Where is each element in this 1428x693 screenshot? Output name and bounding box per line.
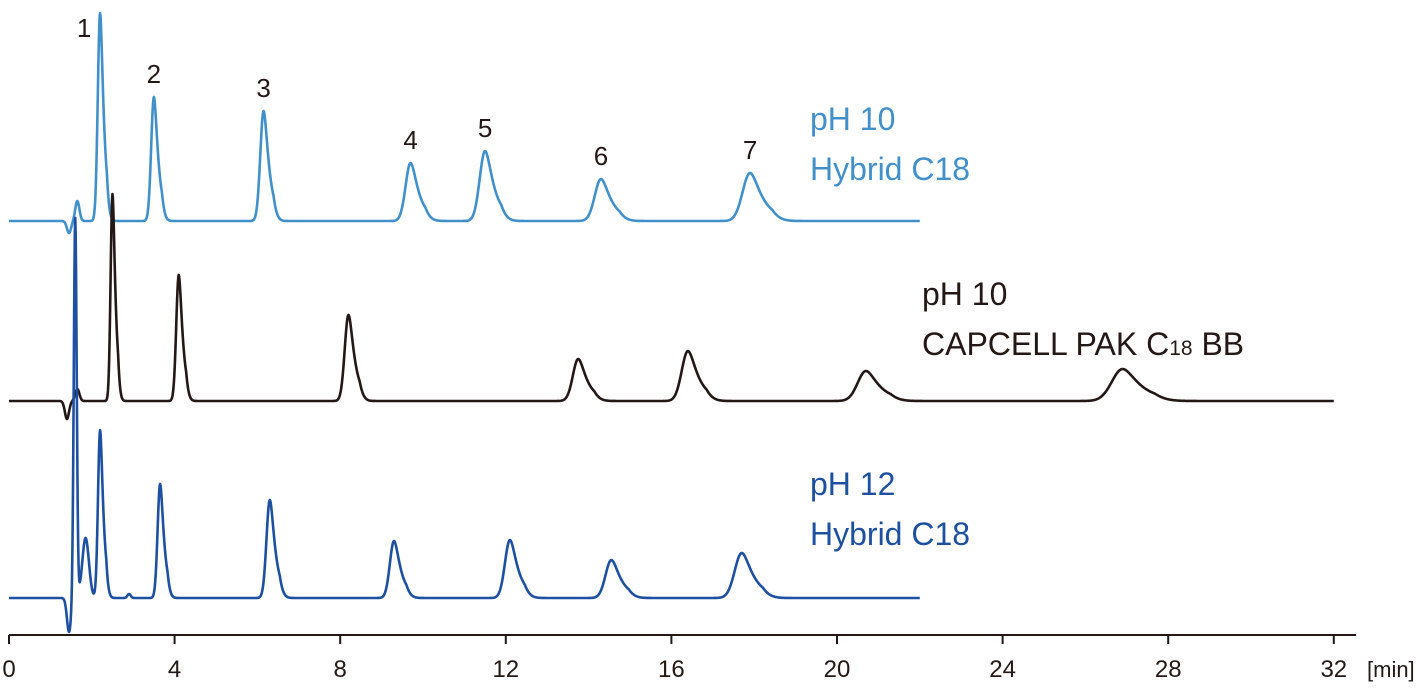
x-tick-label: 28 xyxy=(1155,656,1182,683)
peak-number-label: 2 xyxy=(147,59,161,89)
x-tick-label: 20 xyxy=(824,656,851,683)
traces-group xyxy=(8,11,1335,634)
peak-number-labels: 1 2 3 4 5 6 7 xyxy=(77,13,757,171)
x-axis-ticks: 0 4 8 12 16 20 24 28 32 xyxy=(2,635,1347,683)
capcell-label-end: BB xyxy=(1193,326,1245,362)
x-tick-label: 16 xyxy=(658,656,685,683)
x-tick-label: 32 xyxy=(1320,656,1347,683)
x-axis-unit: [min] xyxy=(1367,657,1415,682)
series-label-ph12-hybrid-line2: Hybrid C18 xyxy=(810,516,970,552)
series-label-ph10-capcell: pH 10 CAPCELL PAK C18 BB xyxy=(922,276,1244,362)
x-tick-label: 0 xyxy=(2,656,15,683)
x-axis: 0 4 8 12 16 20 24 28 32 [min] xyxy=(2,634,1415,683)
series-label-ph12-hybrid-line1: pH 12 xyxy=(810,466,895,502)
peak-number-label: 4 xyxy=(403,125,417,155)
series-label-ph10-hybrid: pH 10 Hybrid C18 xyxy=(810,101,970,187)
x-tick-label: 24 xyxy=(989,656,1016,683)
x-tick-label: 4 xyxy=(168,656,181,683)
series-label-ph10-hybrid-line1: pH 10 xyxy=(810,101,895,137)
series-label-ph10-capcell-line2: CAPCELL PAK C18 BB xyxy=(922,326,1244,362)
peak-number-label: 6 xyxy=(594,141,608,171)
series-label-ph12-hybrid: pH 12 Hybrid C18 xyxy=(810,466,970,552)
peak-number-label: 3 xyxy=(256,73,270,103)
peak-number-label: 5 xyxy=(478,113,492,143)
x-tick-label: 8 xyxy=(334,656,347,683)
capcell-label-subscript: 18 xyxy=(1169,337,1192,360)
trace-ph10_hybrid xyxy=(8,11,921,235)
series-label-ph10-hybrid-line2: Hybrid C18 xyxy=(810,151,970,187)
capcell-label-main: CAPCELL PAK C xyxy=(922,326,1169,362)
trace-ph10_capcell xyxy=(8,192,1335,421)
x-tick-label: 12 xyxy=(492,656,519,683)
peak-number-label: 1 xyxy=(77,13,91,43)
peak-number-label: 7 xyxy=(743,135,757,165)
series-label-ph10-capcell-line1: pH 10 xyxy=(922,276,1007,312)
trace-ph12_hybrid xyxy=(8,216,921,634)
